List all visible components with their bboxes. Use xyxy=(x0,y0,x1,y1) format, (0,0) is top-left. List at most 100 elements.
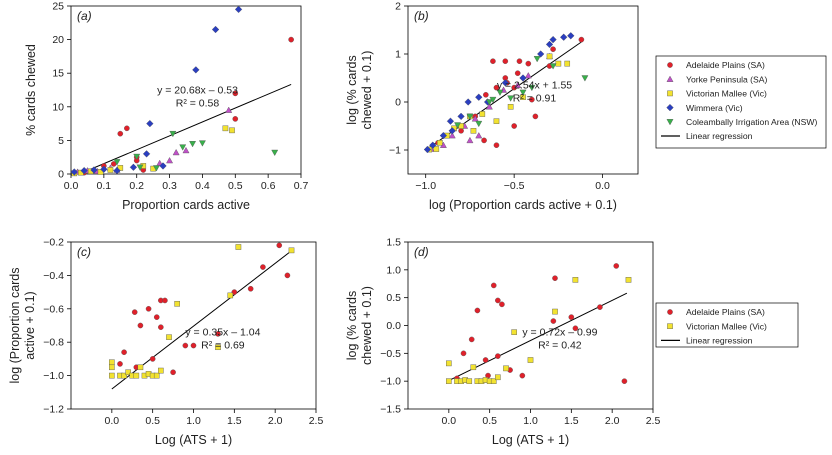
x-tick-label: 0.1 xyxy=(97,180,112,192)
x-tick-label: 0.5 xyxy=(145,415,160,427)
x-tick-label: 1.5 xyxy=(227,415,242,427)
data-point xyxy=(222,125,229,132)
data-point xyxy=(495,353,501,359)
series-coleambally xyxy=(113,130,279,172)
data-point xyxy=(284,272,291,279)
data-point xyxy=(466,136,474,144)
data-point xyxy=(70,168,78,176)
data-point xyxy=(495,297,501,304)
data-point xyxy=(125,369,131,376)
data-point xyxy=(158,367,164,374)
data-point xyxy=(192,66,200,74)
data-point xyxy=(502,58,509,65)
regression-equation: y = 20.68x – 0.53 xyxy=(157,84,238,96)
data-point xyxy=(137,322,144,329)
legend-marker xyxy=(667,62,673,68)
data-point xyxy=(499,301,505,308)
data-point xyxy=(109,372,115,379)
data-point xyxy=(145,305,152,312)
data-point xyxy=(507,95,515,102)
y-tick-label: 0.0 xyxy=(386,320,401,332)
legend-top: Adelaide Plains (SA) Yorke Peninsula (SA)… xyxy=(655,55,827,149)
data-point xyxy=(109,359,115,366)
data-point xyxy=(198,140,206,147)
data-point xyxy=(468,336,475,343)
data-point xyxy=(446,117,455,125)
data-point xyxy=(166,334,172,340)
data-point xyxy=(174,300,180,307)
r-squared: R² = 0.69 xyxy=(201,340,245,352)
data-point xyxy=(124,125,130,132)
legend-frame xyxy=(655,55,827,149)
x-axis-label: Log (ATS + 1) xyxy=(155,433,232,447)
data-point xyxy=(483,92,489,98)
data-point xyxy=(288,36,294,43)
data-point xyxy=(475,93,483,101)
data-point xyxy=(524,72,532,79)
panel-label: (d) xyxy=(414,245,429,259)
data-point xyxy=(260,264,266,270)
legend-frame xyxy=(655,302,799,348)
data-point xyxy=(454,122,461,129)
legend-label: Victorian Mallee (Vic) xyxy=(686,89,767,99)
data-point xyxy=(131,309,138,315)
data-point xyxy=(129,163,138,171)
legend-marker xyxy=(666,75,674,82)
data-point xyxy=(117,361,123,367)
data-point xyxy=(149,356,156,362)
data-point xyxy=(549,35,557,44)
x-tick-label: 2.5 xyxy=(646,415,661,427)
data-point xyxy=(495,374,501,381)
x-axis-label: log (Proportion cards active + 0.1) xyxy=(429,198,617,212)
data-point xyxy=(493,118,500,124)
data-point xyxy=(158,324,164,330)
series-mallee xyxy=(109,244,295,379)
x-tick-label: 0.5 xyxy=(482,415,497,427)
data-point xyxy=(247,285,254,292)
x-tick-label: 0.0 xyxy=(64,180,79,192)
data-point xyxy=(136,164,144,171)
data-point xyxy=(546,53,553,60)
y-tick-label: 5 xyxy=(58,135,64,147)
data-point xyxy=(166,157,174,164)
data-point xyxy=(511,329,517,335)
legend-label: Wimmera (Vic) xyxy=(686,103,743,113)
data-point xyxy=(550,318,557,324)
y-tick-label: −1.5 xyxy=(380,404,401,416)
legend-marker xyxy=(666,119,674,126)
data-point xyxy=(146,119,154,128)
data-point xyxy=(475,132,483,139)
data-point xyxy=(552,308,558,315)
data-point xyxy=(439,131,448,140)
panel-label: (b) xyxy=(414,9,429,23)
y-tick-label: −1.0 xyxy=(380,376,401,388)
data-point xyxy=(519,89,527,96)
y-tick-label: −0.5 xyxy=(380,348,401,360)
data-point xyxy=(121,349,127,356)
data-point xyxy=(516,58,523,65)
x-tick-label: 2.5 xyxy=(309,415,324,427)
data-point xyxy=(613,263,620,269)
data-point xyxy=(525,60,532,67)
data-point xyxy=(552,275,558,281)
data-point xyxy=(80,166,88,175)
data-point xyxy=(568,314,575,320)
y-tick-label: −1.2 xyxy=(43,404,64,416)
y-axis-label: log (% cardschewed + 0.1) xyxy=(345,286,374,365)
x-tick-label: 0.2 xyxy=(129,180,144,192)
data-point xyxy=(528,84,536,92)
data-point xyxy=(169,130,177,138)
data-point xyxy=(448,127,456,135)
x-tick-label: 0.6 xyxy=(261,180,276,192)
data-point xyxy=(514,70,521,76)
data-point xyxy=(549,63,557,70)
data-point xyxy=(235,244,242,250)
regression-equation: y = 2.54x + 1.55 xyxy=(497,79,572,91)
x-axis-label: Proportion cards active xyxy=(122,198,250,212)
legend-marker xyxy=(667,323,673,330)
y-tick-label: 20 xyxy=(52,34,64,46)
y-tick-label: 10 xyxy=(52,101,64,113)
y-tick-label: 1.0 xyxy=(386,264,401,276)
y-tick-label: −1 xyxy=(389,145,401,157)
